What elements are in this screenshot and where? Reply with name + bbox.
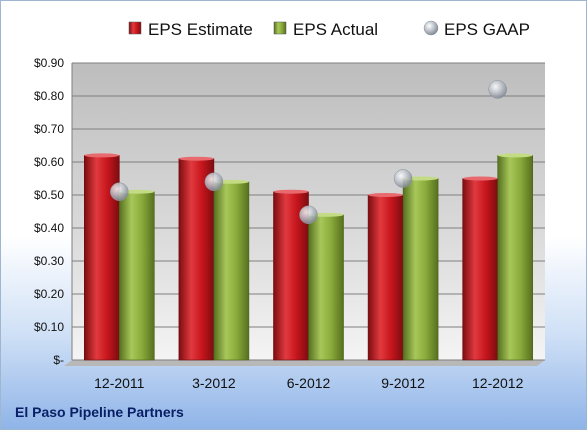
- y-tick-label: $0.10: [34, 320, 64, 334]
- x-category-label: 12-2012: [472, 375, 524, 391]
- bar-eps-estimate-top: [273, 189, 309, 194]
- y-tick-label: $0.60: [34, 155, 64, 169]
- legend-eps-actual-label: EPS Actual: [293, 20, 378, 39]
- y-tick-label: $0.20: [34, 287, 64, 301]
- bar-eps-estimate-top: [178, 156, 214, 161]
- y-tick-label: $-: [53, 353, 64, 367]
- bar-eps-actual: [119, 191, 155, 361]
- point-eps-gaap: [299, 205, 318, 225]
- plot-floor: [64, 360, 545, 366]
- legend-eps-gaap-swatch: [423, 20, 439, 36]
- legend-eps-estimate-swatch: [128, 21, 142, 35]
- bar-eps-estimate-top: [368, 193, 404, 197]
- chart-caption: El Paso Pipeline Partners: [15, 404, 184, 420]
- point-eps-gaap: [488, 80, 507, 99]
- point-eps-gaap: [204, 172, 224, 192]
- bar-eps-estimate: [367, 194, 404, 361]
- bar-eps-actual: [497, 155, 534, 361]
- y-tick-label: $0.70: [34, 122, 64, 136]
- bar-eps-estimate: [462, 178, 499, 361]
- legend-eps-estimate-label: EPS Estimate: [148, 20, 253, 39]
- bar-eps-estimate: [178, 158, 215, 361]
- bar-eps-actual: [213, 181, 250, 361]
- legend-eps-gaap-label: EPS GAAP: [444, 20, 530, 39]
- y-tick-label: $0.80: [34, 89, 64, 103]
- point-eps-gaap: [393, 169, 413, 188]
- x-category-label: 9-2012: [381, 375, 425, 391]
- plot-area: $- $0.10 $0.20 $0.30 $0.40 $0.50 $0.60 $0.70 $0.…: [34, 56, 545, 391]
- bar-eps-actual: [402, 178, 439, 361]
- legend-eps-actual-swatch: [273, 21, 287, 35]
- legend: EPS Estimate EPS Actual EPS GAAP: [128, 20, 530, 39]
- x-category-label: 12-2011: [94, 375, 145, 391]
- bar-eps-actual-top: [497, 153, 533, 158]
- x-category-label: 6-2012: [287, 375, 331, 391]
- y-tick-label: $0.50: [34, 188, 64, 202]
- bar-eps-estimate-top: [84, 153, 120, 158]
- y-tick-label: $0.40: [34, 221, 64, 235]
- y-tick-label: $0.90: [34, 56, 64, 70]
- point-eps-gaap: [110, 182, 129, 201]
- bar-eps-actual: [308, 214, 344, 361]
- bar-eps-estimate-top: [462, 176, 498, 181]
- x-category-label: 3-2012: [192, 375, 236, 391]
- y-tick-label: $0.30: [34, 254, 64, 268]
